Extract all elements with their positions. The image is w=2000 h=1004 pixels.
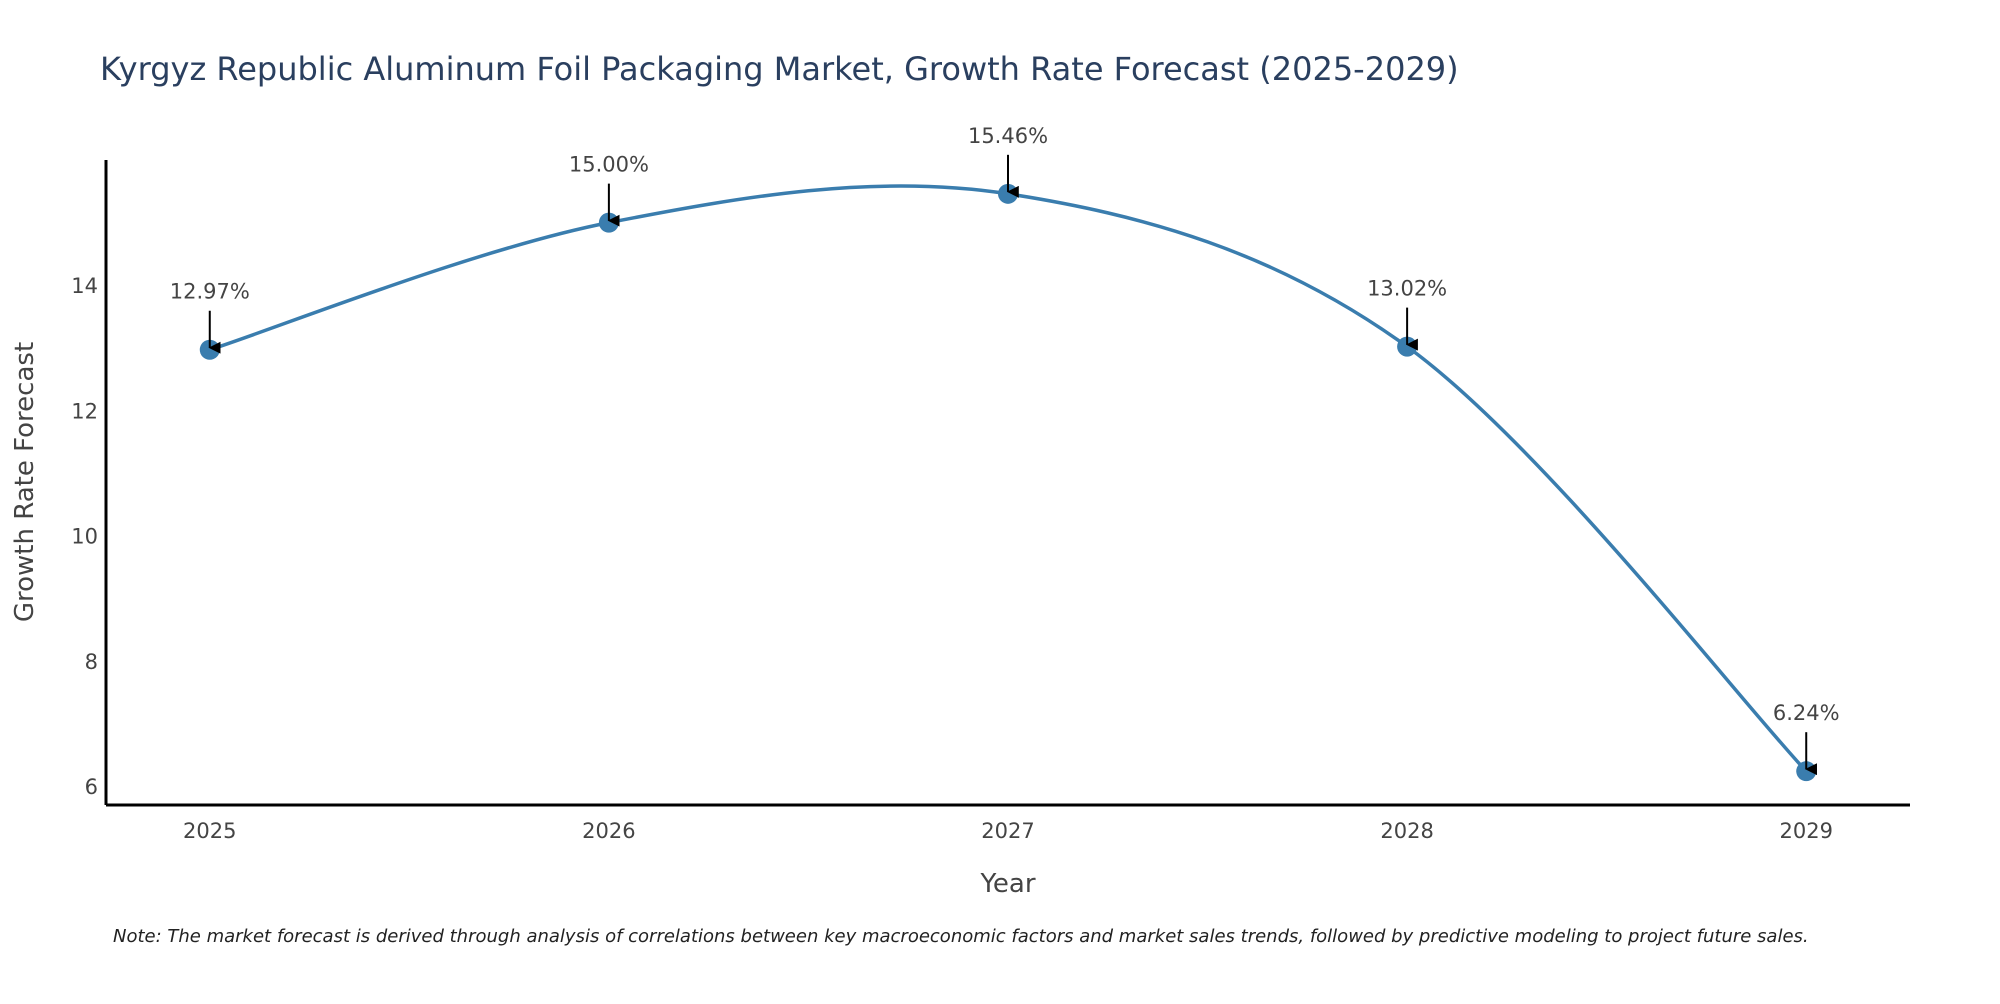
chart-note: Note: The market forecast is derived thr… [113,926,1809,947]
x-axis-ticks: 2025 2026 2027 2028 2029 [183,819,1833,843]
data-label-2027: 15.46% [968,124,1048,148]
x-tick-label: 2028 [1380,819,1433,843]
y-tick-label: 10 [71,525,98,549]
x-tick-label: 2026 [582,819,635,843]
data-points [199,183,1817,782]
x-axis-label: Year [979,869,1035,899]
y-axis-ticks: 6 8 10 12 14 [71,274,98,799]
y-tick-label: 8 [85,650,98,674]
y-tick-label: 6 [85,775,98,799]
data-label-2025: 12.97% [170,280,250,304]
chart-title: Kyrgyz Republic Aluminum Foil Packaging … [100,50,1459,88]
data-label-2026: 15.00% [569,153,649,177]
x-tick-label: 2027 [981,819,1034,843]
y-axis-label: Growth Rate Forecast [10,342,40,622]
data-label-2029: 6.24% [1773,701,1840,725]
data-annotations: 12.97% 15.00% 15.46% 13.02% 6.24% [170,124,1840,776]
y-tick-label: 14 [71,274,98,298]
data-label-2028: 13.02% [1367,277,1447,301]
x-tick-label: 2029 [1780,819,1833,843]
y-tick-label: 12 [71,399,98,423]
x-tick-label: 2025 [183,819,236,843]
series-line [209,184,1808,773]
